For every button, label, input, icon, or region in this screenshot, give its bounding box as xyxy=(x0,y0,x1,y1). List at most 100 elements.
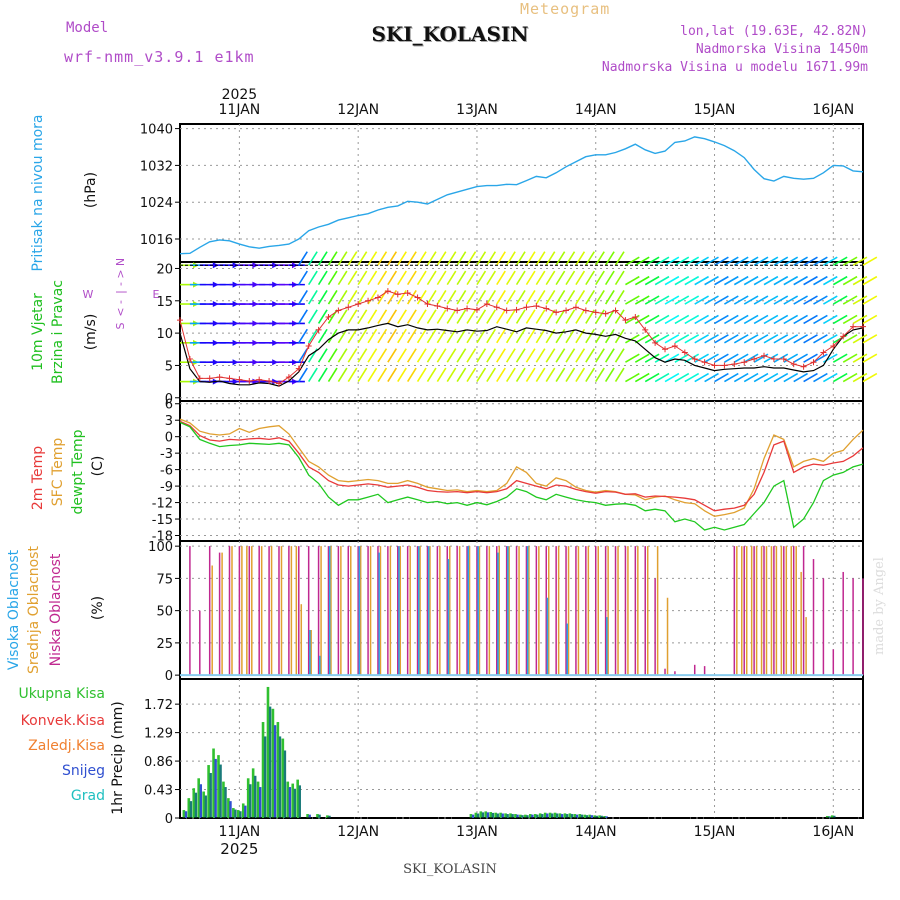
wind-barb xyxy=(813,372,828,383)
wind-barb xyxy=(456,367,467,383)
snow-precip-bar xyxy=(234,809,237,818)
snow-precip-bar xyxy=(516,814,519,818)
wind-barb xyxy=(753,295,769,305)
total-precip-bar xyxy=(266,686,270,818)
wind-barb xyxy=(347,309,358,324)
snow-precip-bar xyxy=(546,813,549,818)
snow-precip-bar xyxy=(471,814,475,818)
snow-precip-bar xyxy=(189,801,193,818)
wind-barb xyxy=(604,290,615,305)
wind-barb xyxy=(535,251,546,266)
wind-barb xyxy=(505,309,516,324)
wind-barb xyxy=(308,328,318,344)
wind-barb xyxy=(674,353,690,363)
high-cloud-title: Visoka Oblacnost xyxy=(6,549,22,670)
wind-barb xyxy=(486,348,497,363)
wind-barb xyxy=(793,314,808,325)
wind-barb xyxy=(545,348,556,363)
wind-direction-glyph: N xyxy=(114,258,127,266)
snow-precip-bar xyxy=(229,801,232,818)
snow-precip-bar xyxy=(318,814,321,818)
y-tick-label: 10 xyxy=(156,327,173,342)
wind-barb xyxy=(515,251,526,266)
wind-barb xyxy=(357,348,368,363)
snow-precip-bar xyxy=(486,812,490,818)
total-precip-bar xyxy=(256,781,260,818)
wind-barb xyxy=(604,270,615,286)
y-tick-label: 0 xyxy=(165,431,173,446)
wind-barb xyxy=(724,256,739,266)
wind-barb xyxy=(763,372,779,383)
top-date-label: 13JAN xyxy=(456,102,498,118)
snow-precip-bar xyxy=(328,815,331,818)
snow-precip-bar xyxy=(828,816,831,818)
wind-barb xyxy=(436,251,447,266)
wind-barb xyxy=(743,314,759,325)
total-precip-bar xyxy=(504,813,507,818)
snow-precip-bar xyxy=(239,811,242,818)
wind-gust-marker xyxy=(711,362,718,369)
bottom-date-label: 13JAN xyxy=(456,824,498,840)
wind-barb xyxy=(575,348,586,363)
wind-gust-marker xyxy=(186,355,193,362)
wind-barb xyxy=(496,270,506,286)
wind-unit: (m/s) xyxy=(83,314,99,351)
wind-barb xyxy=(813,295,828,305)
wind-barb xyxy=(793,372,808,383)
total-precip-bar xyxy=(603,816,606,818)
wind-direction-glyph: - xyxy=(114,282,127,286)
wind-barb xyxy=(367,251,378,266)
wind-barb xyxy=(674,372,690,383)
wind-gust-marker xyxy=(830,343,837,350)
wind-gust-marker xyxy=(662,346,669,353)
wind-barb xyxy=(763,314,779,325)
wind-barb xyxy=(436,367,447,383)
total-precip-bar xyxy=(212,748,215,818)
wind-barb xyxy=(436,270,447,286)
wind-gust-marker xyxy=(285,374,292,381)
wind-barb xyxy=(832,256,848,266)
wind-barb xyxy=(436,348,447,363)
temp2m-axis-title: 2m Temp xyxy=(30,446,46,510)
wind-barb xyxy=(803,295,818,305)
wind-barb xyxy=(327,251,338,266)
wind-barb xyxy=(397,367,407,383)
wind-barb xyxy=(466,348,477,363)
wind-barb xyxy=(823,256,838,266)
wind-barb xyxy=(724,334,739,344)
wind-barb xyxy=(416,309,427,324)
wind-barb xyxy=(733,353,749,363)
wind-barb xyxy=(813,314,828,325)
wind-barb xyxy=(496,251,506,266)
wind-barb xyxy=(436,309,447,324)
wind-barb xyxy=(367,367,378,383)
total-precip-bar xyxy=(825,816,829,818)
wind-gust-marker xyxy=(780,355,787,362)
wind-barb xyxy=(644,295,660,305)
wind-gust-marker xyxy=(246,377,253,384)
snow-precip-bar xyxy=(560,814,564,818)
wind-barb xyxy=(783,353,799,363)
wind-barb xyxy=(654,353,670,363)
wind-barb xyxy=(793,256,808,266)
snow-precip-bar xyxy=(541,814,544,818)
snow-precip-bar xyxy=(565,814,569,818)
wind-barb xyxy=(387,270,398,286)
wind-barb xyxy=(684,295,700,305)
wind-gust-marker xyxy=(592,309,599,316)
wind-barb xyxy=(298,270,308,286)
wind-barb xyxy=(684,372,700,383)
wind-barb xyxy=(327,270,338,286)
total-precip-bar xyxy=(548,812,552,818)
model-label: Model xyxy=(66,20,109,36)
total-precip-bar xyxy=(326,815,329,818)
wind-barb xyxy=(496,367,506,383)
wind-gust-marker xyxy=(473,306,480,313)
wind-barb xyxy=(842,275,858,286)
total-precip-bar xyxy=(306,814,309,818)
snow-precip-bar xyxy=(224,787,227,818)
top-date-label: 15JAN xyxy=(694,102,736,118)
snow-precip-bar xyxy=(506,814,509,818)
snow-precip-bar xyxy=(526,815,529,818)
